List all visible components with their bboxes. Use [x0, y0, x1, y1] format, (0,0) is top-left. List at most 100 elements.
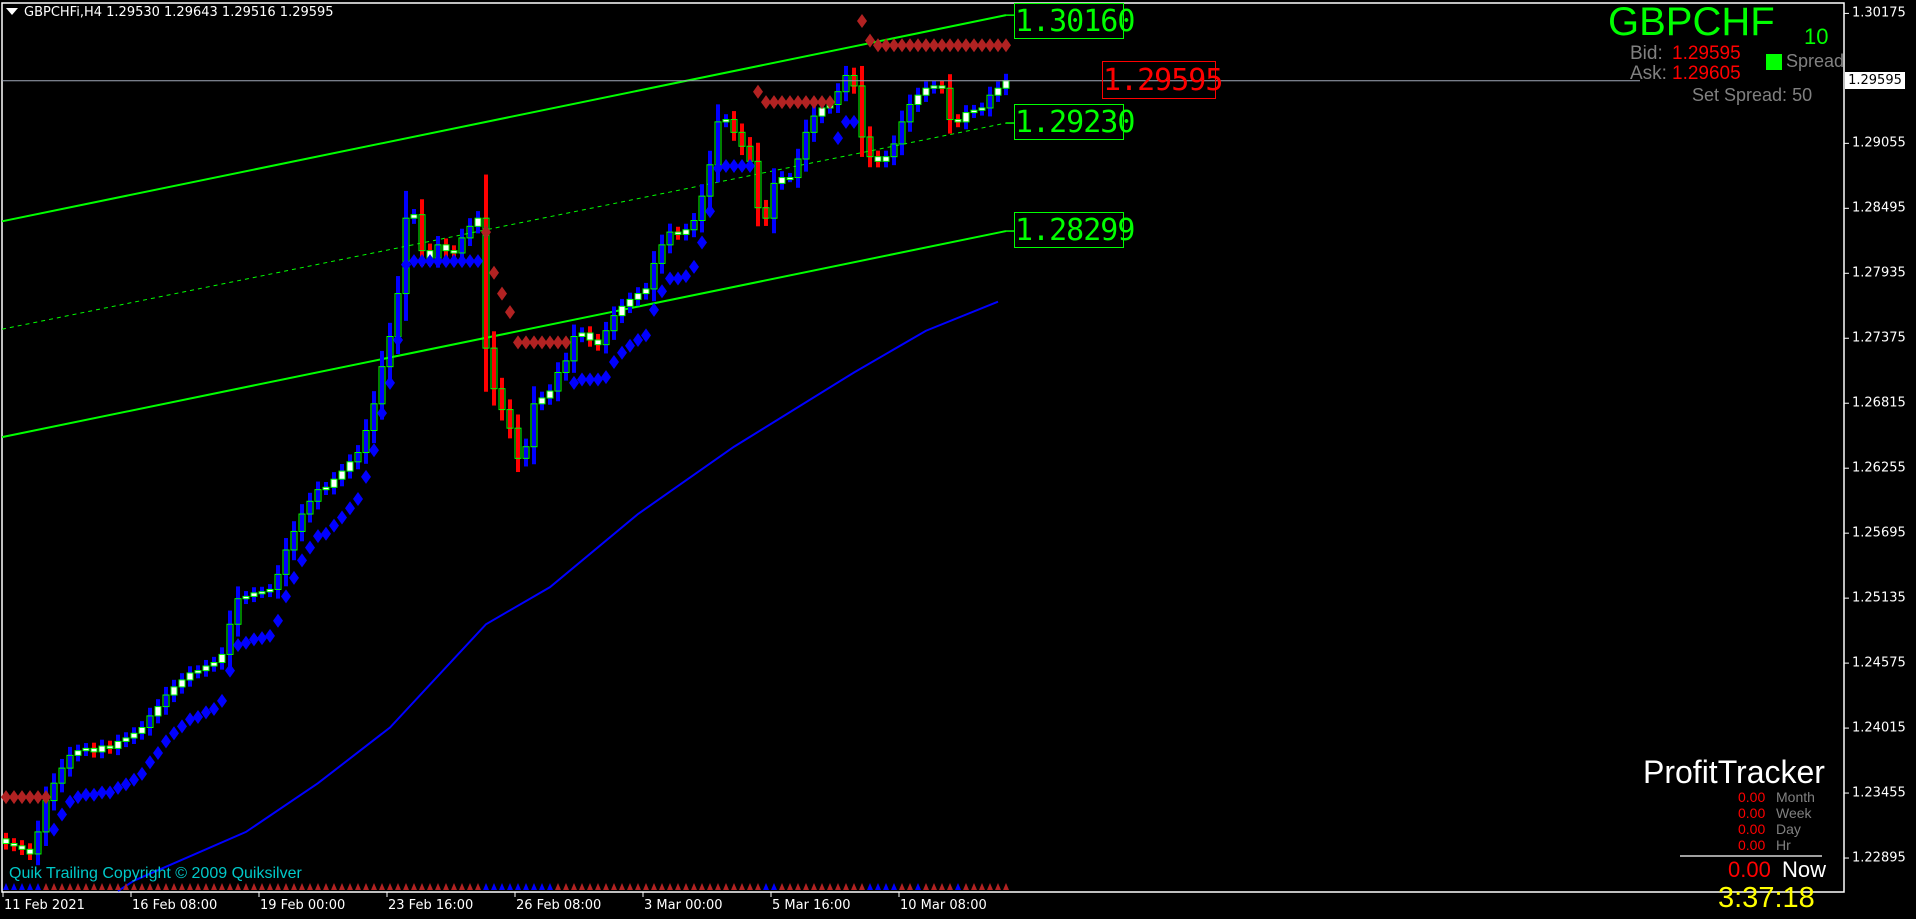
signal-triangle [723, 883, 729, 890]
signal-triangle [51, 883, 57, 890]
signal-triangle [211, 883, 217, 890]
signal-triangle [739, 883, 745, 890]
candle-wick [700, 184, 704, 233]
signal-triangle [259, 883, 265, 890]
candle-body [314, 489, 322, 502]
signal-triangle [571, 883, 577, 890]
candle-body [58, 767, 66, 784]
candle-body [330, 478, 338, 488]
candle-body [154, 706, 162, 717]
candle-body [666, 231, 674, 246]
price-tick-label: 1.23455 [1852, 785, 1906, 801]
trail-up-diamond [337, 510, 347, 525]
trail-up-diamond [185, 712, 195, 727]
trail-up-diamond [161, 734, 171, 749]
signal-triangle [171, 883, 177, 890]
signal-triangle [683, 883, 689, 890]
signal-triangle [11, 883, 17, 890]
candle-wick [500, 377, 504, 421]
candle-body [522, 446, 530, 459]
candle-wick [492, 331, 496, 406]
candle-body [618, 305, 626, 317]
candle-wick [52, 773, 56, 811]
ask-label: Ask: [1630, 63, 1667, 84]
trail-up-diamond [841, 114, 851, 129]
signal-triangle [475, 883, 481, 890]
signal-triangle [843, 883, 849, 890]
trail-up-diamond [601, 370, 611, 385]
trail-up-diamond [641, 328, 651, 343]
signal-triangle [459, 883, 465, 890]
trail-down-diamond [873, 38, 883, 53]
signal-triangle [771, 883, 777, 890]
candle-body [802, 131, 810, 160]
candle-wick [892, 135, 896, 166]
trail-up-diamond [609, 355, 619, 370]
signal-triangle [563, 883, 569, 890]
signal-triangle [139, 883, 145, 890]
trail-down-diamond [545, 335, 555, 350]
signal-triangle [435, 883, 441, 890]
signal-triangle [27, 883, 33, 890]
trail-down-diamond [857, 13, 867, 28]
candle-wick [948, 74, 952, 134]
price-tick-label: 1.26255 [1852, 460, 1906, 476]
signal-triangle [635, 883, 641, 890]
signal-triangle [699, 883, 705, 890]
trail-down-diamond [953, 38, 963, 53]
price-tick-label: 1.24575 [1852, 655, 1906, 671]
candle-wick [756, 142, 760, 227]
candle-wick [36, 820, 40, 866]
signal-triangle [939, 883, 945, 890]
candle-body [794, 158, 802, 179]
candle-body [234, 598, 242, 625]
trail-up-diamond [217, 693, 227, 708]
signal-triangle [179, 883, 185, 890]
trail-up-diamond [401, 257, 411, 272]
candle-body [538, 397, 546, 405]
signal-triangle [507, 883, 513, 890]
candle-body [114, 740, 122, 749]
candle-body [498, 388, 506, 411]
trail-up-diamond [305, 540, 315, 555]
chart-menu-arrow-icon[interactable] [6, 8, 18, 15]
candle-body [722, 119, 730, 123]
signal-triangle [411, 883, 417, 890]
trail-down-diamond [521, 335, 531, 350]
candle-body [818, 107, 826, 117]
profit-month-label: Month [1776, 789, 1815, 805]
trail-up-diamond [249, 632, 259, 647]
signal-triangle [547, 883, 553, 890]
candle-body [890, 143, 898, 158]
signal-triangle [243, 883, 249, 890]
trail-down-diamond [921, 38, 931, 53]
trail-up-diamond [409, 254, 419, 269]
trail-up-diamond [257, 631, 267, 646]
trail-up-diamond [585, 372, 595, 387]
trail-up-diamond [137, 766, 147, 781]
candle-body [362, 429, 370, 454]
trail-down-diamond [905, 38, 915, 53]
candle-wick [812, 106, 816, 142]
trail-down-diamond [9, 790, 19, 805]
profit-week-label: Week [1776, 805, 1812, 821]
candle-wick [564, 352, 568, 381]
trail-up-diamond [473, 254, 483, 269]
trail-up-diamond [393, 332, 403, 347]
signal-triangle [403, 883, 409, 890]
trail-up-diamond [353, 491, 363, 506]
trail-up-diamond [129, 772, 139, 787]
trail-up-diamond [121, 777, 131, 792]
trail-down-diamond [777, 95, 787, 110]
trail-up-diamond [329, 518, 339, 533]
candle-wick [652, 251, 656, 302]
signal-triangle [515, 883, 521, 890]
candle-wick [404, 190, 408, 321]
candle-wick [716, 104, 720, 183]
signal-triangle [299, 883, 305, 890]
signal-triangle [83, 883, 89, 890]
spread-value: 10 [1804, 24, 1829, 49]
trail-up-diamond [265, 628, 275, 643]
candle-wick [148, 707, 152, 736]
